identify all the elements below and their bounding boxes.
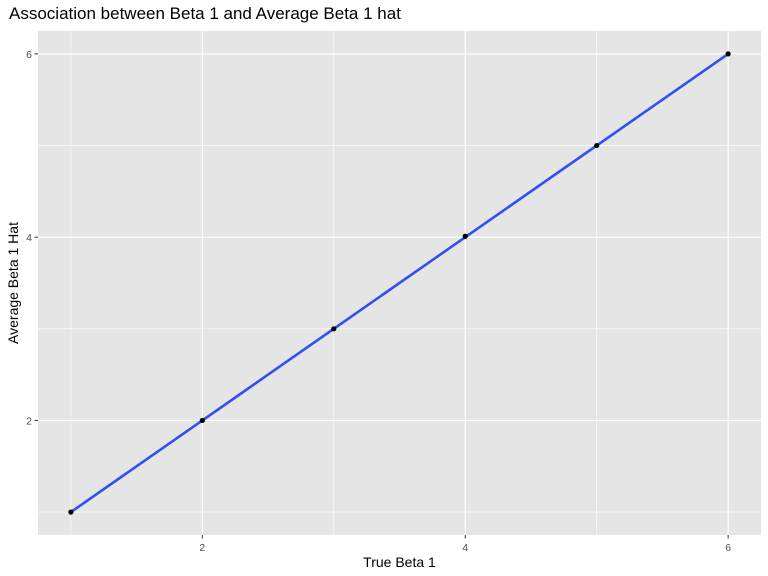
y-axis: 2 4 6 (26, 49, 38, 427)
fit-line (70, 52, 729, 514)
major-gridlines (38, 31, 761, 535)
x-tick-label: 2 (199, 542, 205, 554)
chart-title: Association between Beta 1 and Average B… (9, 4, 401, 23)
data-point (462, 233, 468, 239)
y-tick-label: 6 (26, 49, 32, 61)
x-axis: 2 4 6 (199, 535, 731, 554)
data-point (68, 509, 74, 515)
y-tick-label: 2 (26, 415, 32, 427)
data-point (199, 417, 205, 424)
data-point (725, 51, 731, 57)
y-axis-title: Average Beta 1 Hat (5, 222, 21, 344)
x-axis-title: True Beta 1 (363, 554, 436, 570)
x-tick-label: 4 (462, 542, 468, 554)
x-tick-label: 6 (725, 542, 731, 554)
data-point (331, 326, 337, 332)
data-point (594, 142, 600, 149)
points-layer (68, 51, 731, 515)
minor-gridlines (38, 31, 761, 535)
y-tick-label: 4 (26, 232, 32, 244)
fit-line-layer (70, 52, 729, 514)
